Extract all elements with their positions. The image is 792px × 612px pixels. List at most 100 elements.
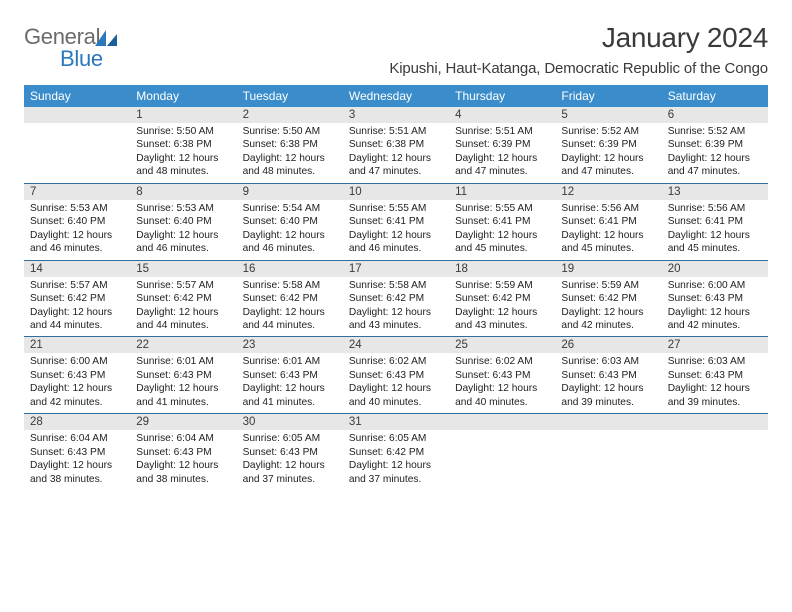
day-cell xyxy=(24,123,130,183)
day-info: Sunrise: 5:56 AMSunset: 6:41 PMDaylight:… xyxy=(561,202,655,256)
daynum-row: 123456 xyxy=(24,107,768,123)
day-number xyxy=(24,107,130,123)
day-info: Sunrise: 5:50 AMSunset: 6:38 PMDaylight:… xyxy=(136,125,230,179)
day-number: 22 xyxy=(130,337,236,353)
sunrise-line: Sunrise: 6:00 AM xyxy=(668,279,762,292)
sunrise-line: Sunrise: 5:54 AM xyxy=(243,202,337,215)
dow-row: SundayMondayTuesdayWednesdayThursdayFrid… xyxy=(24,85,768,107)
sunrise-line: Sunrise: 5:57 AM xyxy=(30,279,124,292)
sunrise-line: Sunrise: 5:56 AM xyxy=(668,202,762,215)
sunset-line: Sunset: 6:41 PM xyxy=(455,215,549,228)
day-cell: Sunrise: 5:52 AMSunset: 6:39 PMDaylight:… xyxy=(555,123,661,183)
day-number: 26 xyxy=(555,337,661,353)
day-info: Sunrise: 5:53 AMSunset: 6:40 PMDaylight:… xyxy=(136,202,230,256)
day-info: Sunrise: 5:55 AMSunset: 6:41 PMDaylight:… xyxy=(349,202,443,256)
sunset-line: Sunset: 6:43 PM xyxy=(668,292,762,305)
dow-cell: Friday xyxy=(555,85,661,107)
sunset-line: Sunset: 6:39 PM xyxy=(668,138,762,151)
day-cell: Sunrise: 6:05 AMSunset: 6:42 PMDaylight:… xyxy=(343,430,449,490)
day-info: Sunrise: 6:01 AMSunset: 6:43 PMDaylight:… xyxy=(243,355,337,409)
sunrise-line: Sunrise: 6:05 AM xyxy=(243,432,337,445)
sunrise-line: Sunrise: 6:05 AM xyxy=(349,432,443,445)
sunrise-line: Sunrise: 5:55 AM xyxy=(455,202,549,215)
day-cell: Sunrise: 5:53 AMSunset: 6:40 PMDaylight:… xyxy=(24,200,130,260)
sunrise-line: Sunrise: 5:59 AM xyxy=(561,279,655,292)
sunrise-line: Sunrise: 5:52 AM xyxy=(561,125,655,138)
daylight-line: Daylight: 12 hours and 44 minutes. xyxy=(30,306,124,333)
day-info: Sunrise: 5:54 AMSunset: 6:40 PMDaylight:… xyxy=(243,202,337,256)
daylight-line: Daylight: 12 hours and 47 minutes. xyxy=(561,152,655,179)
location-line: Kipushi, Haut-Katanga, Democratic Republ… xyxy=(389,60,768,77)
day-number: 8 xyxy=(130,184,236,200)
daylight-line: Daylight: 12 hours and 44 minutes. xyxy=(136,306,230,333)
day-cell xyxy=(662,430,768,490)
sunset-line: Sunset: 6:40 PM xyxy=(136,215,230,228)
sunset-line: Sunset: 6:41 PM xyxy=(349,215,443,228)
day-info: Sunrise: 5:58 AMSunset: 6:42 PMDaylight:… xyxy=(243,279,337,333)
day-info: Sunrise: 5:57 AMSunset: 6:42 PMDaylight:… xyxy=(30,279,124,333)
daylight-line: Daylight: 12 hours and 42 minutes. xyxy=(668,306,762,333)
sunset-line: Sunset: 6:40 PM xyxy=(243,215,337,228)
logo-word-blue: Blue xyxy=(60,46,103,72)
sunset-line: Sunset: 6:39 PM xyxy=(455,138,549,151)
week-body: Sunrise: 5:57 AMSunset: 6:42 PMDaylight:… xyxy=(24,277,768,337)
daylight-line: Daylight: 12 hours and 41 minutes. xyxy=(136,382,230,409)
day-number xyxy=(449,414,555,430)
day-number: 1 xyxy=(130,107,236,123)
day-number: 13 xyxy=(662,184,768,200)
sunset-line: Sunset: 6:43 PM xyxy=(136,369,230,382)
day-cell xyxy=(555,430,661,490)
day-number: 11 xyxy=(449,184,555,200)
day-info: Sunrise: 6:05 AMSunset: 6:42 PMDaylight:… xyxy=(349,432,443,486)
day-cell: Sunrise: 5:50 AMSunset: 6:38 PMDaylight:… xyxy=(237,123,343,183)
day-info: Sunrise: 6:03 AMSunset: 6:43 PMDaylight:… xyxy=(561,355,655,409)
day-info: Sunrise: 5:58 AMSunset: 6:42 PMDaylight:… xyxy=(349,279,443,333)
day-number: 7 xyxy=(24,184,130,200)
daylight-line: Daylight: 12 hours and 43 minutes. xyxy=(349,306,443,333)
sunrise-line: Sunrise: 6:01 AM xyxy=(136,355,230,368)
day-number: 24 xyxy=(343,337,449,353)
sunset-line: Sunset: 6:42 PM xyxy=(136,292,230,305)
day-info: Sunrise: 5:59 AMSunset: 6:42 PMDaylight:… xyxy=(561,279,655,333)
day-cell: Sunrise: 6:04 AMSunset: 6:43 PMDaylight:… xyxy=(130,430,236,490)
header: General Blue January 2024 Kipushi, Haut-… xyxy=(24,22,768,77)
dow-cell: Sunday xyxy=(24,85,130,107)
sunrise-line: Sunrise: 5:57 AM xyxy=(136,279,230,292)
sunset-line: Sunset: 6:42 PM xyxy=(243,292,337,305)
day-info: Sunrise: 6:02 AMSunset: 6:43 PMDaylight:… xyxy=(455,355,549,409)
day-cell: Sunrise: 6:03 AMSunset: 6:43 PMDaylight:… xyxy=(662,353,768,413)
day-number: 23 xyxy=(237,337,343,353)
month-title: January 2024 xyxy=(389,22,768,54)
sunset-line: Sunset: 6:38 PM xyxy=(349,138,443,151)
daylight-line: Daylight: 12 hours and 45 minutes. xyxy=(455,229,549,256)
daylight-line: Daylight: 12 hours and 46 minutes. xyxy=(243,229,337,256)
week-body: Sunrise: 6:00 AMSunset: 6:43 PMDaylight:… xyxy=(24,353,768,413)
sunset-line: Sunset: 6:43 PM xyxy=(136,446,230,459)
sunrise-line: Sunrise: 5:51 AM xyxy=(349,125,443,138)
daynum-row: 21222324252627 xyxy=(24,336,768,353)
day-cell: Sunrise: 5:52 AMSunset: 6:39 PMDaylight:… xyxy=(662,123,768,183)
day-number: 6 xyxy=(662,107,768,123)
daylight-line: Daylight: 12 hours and 42 minutes. xyxy=(30,382,124,409)
sunset-line: Sunset: 6:43 PM xyxy=(243,369,337,382)
day-cell: Sunrise: 5:56 AMSunset: 6:41 PMDaylight:… xyxy=(555,200,661,260)
day-info: Sunrise: 6:04 AMSunset: 6:43 PMDaylight:… xyxy=(136,432,230,486)
sunrise-line: Sunrise: 6:04 AM xyxy=(30,432,124,445)
day-info: Sunrise: 6:01 AMSunset: 6:43 PMDaylight:… xyxy=(136,355,230,409)
daylight-line: Daylight: 12 hours and 37 minutes. xyxy=(243,459,337,486)
sunrise-line: Sunrise: 5:50 AM xyxy=(243,125,337,138)
day-number: 10 xyxy=(343,184,449,200)
day-number: 9 xyxy=(237,184,343,200)
day-info: Sunrise: 6:00 AMSunset: 6:43 PMDaylight:… xyxy=(30,355,124,409)
day-cell xyxy=(449,430,555,490)
sunset-line: Sunset: 6:43 PM xyxy=(30,369,124,382)
day-info: Sunrise: 6:05 AMSunset: 6:43 PMDaylight:… xyxy=(243,432,337,486)
day-number: 17 xyxy=(343,261,449,277)
day-number: 12 xyxy=(555,184,661,200)
sunset-line: Sunset: 6:43 PM xyxy=(30,446,124,459)
day-number: 29 xyxy=(130,414,236,430)
sunset-line: Sunset: 6:41 PM xyxy=(561,215,655,228)
day-cell: Sunrise: 5:50 AMSunset: 6:38 PMDaylight:… xyxy=(130,123,236,183)
daylight-line: Daylight: 12 hours and 43 minutes. xyxy=(455,306,549,333)
day-cell: Sunrise: 6:05 AMSunset: 6:43 PMDaylight:… xyxy=(237,430,343,490)
